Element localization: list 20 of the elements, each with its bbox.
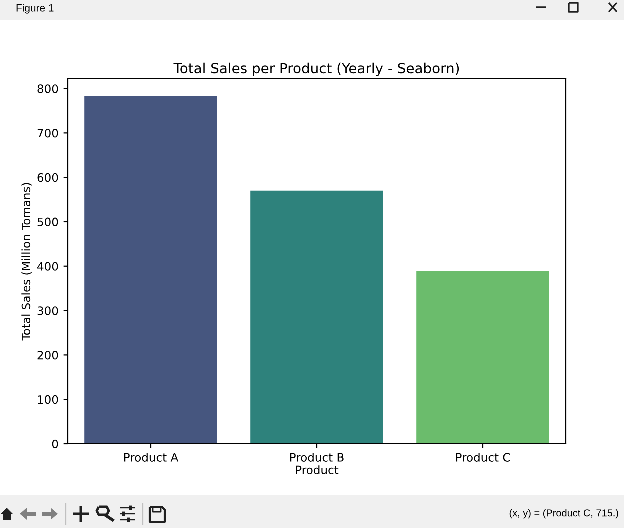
x-tick-label: Product C [456, 453, 510, 462]
bar [84, 96, 218, 444]
bar [250, 190, 384, 444]
y-tick-label: 300 [38, 306, 58, 316]
y-tick-label: 500 [38, 218, 58, 227]
y-tick-label: 400 [38, 262, 58, 271]
x-tick-label: Product B [290, 453, 344, 462]
x-axis-title: Product [296, 466, 339, 474]
bar [416, 271, 550, 444]
x-tick-label: Product A [124, 453, 179, 462]
caption: Figure 1 [16, 4, 54, 14]
text: (x, y) = (Product C, 715.) [510, 509, 618, 519]
y-tick-label: 600 [38, 173, 58, 182]
y-tick-label: 200 [38, 351, 58, 360]
y-tick-label: 700 [38, 128, 58, 138]
chart-title: Total Sales per Product (Yearly - Seaborn) [174, 62, 460, 76]
y-tick-label: 100 [38, 395, 58, 404]
y-tick-label: 800 [38, 84, 58, 94]
y-axis-title: Total Sales (Million Tomans) [22, 183, 32, 341]
y-tick-label: 0 [52, 440, 58, 449]
